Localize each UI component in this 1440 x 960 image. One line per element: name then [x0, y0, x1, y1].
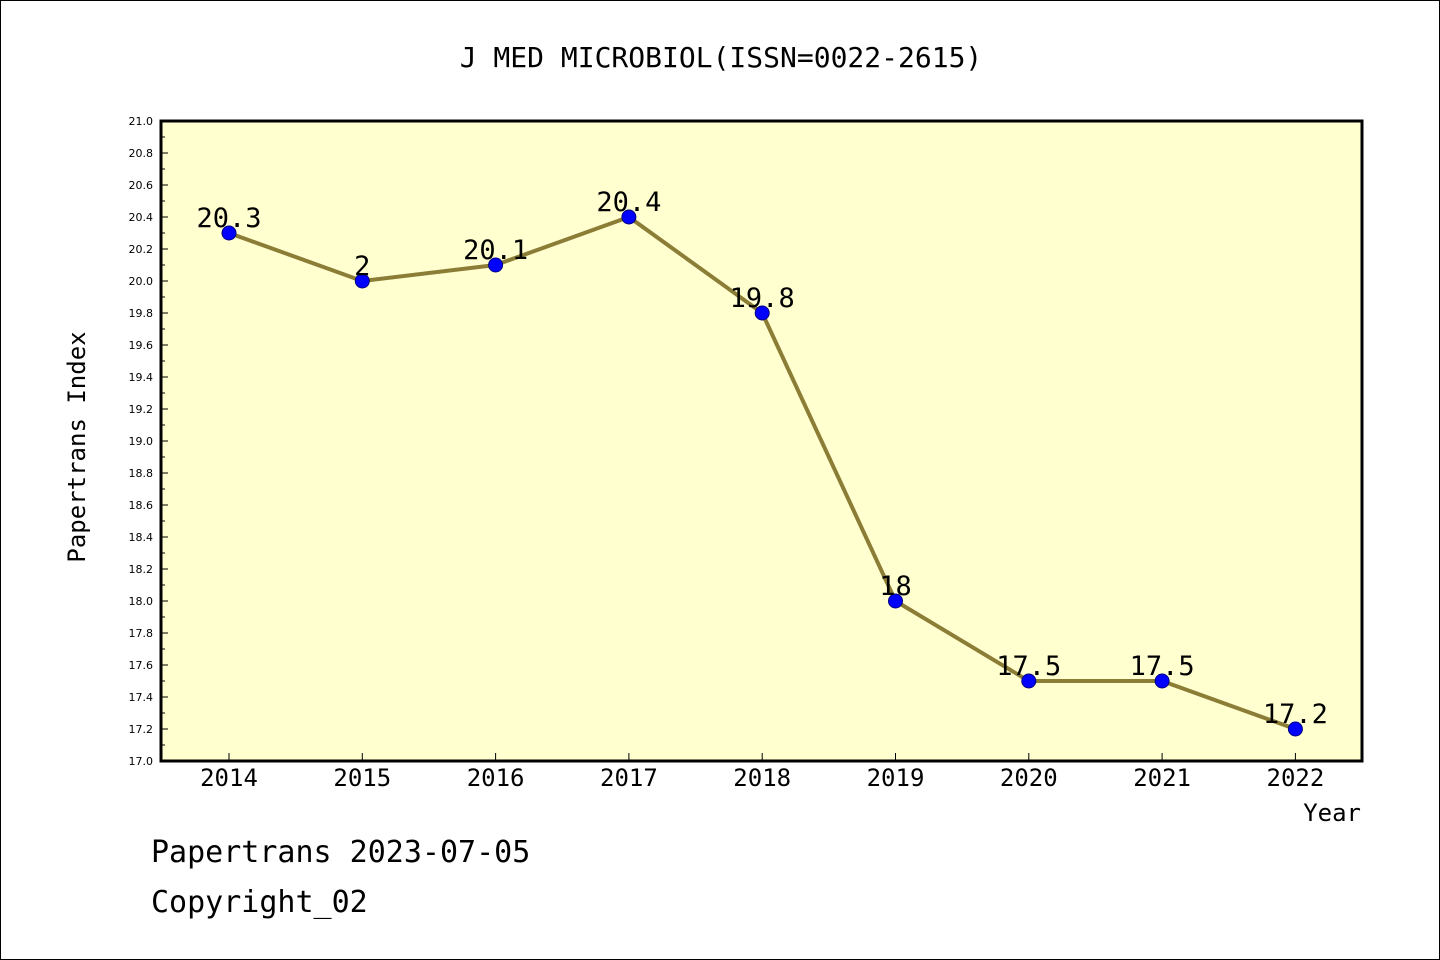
data-point [1287, 721, 1303, 737]
x-tick-label: 2021 [1133, 764, 1191, 792]
x-tick-label: 2022 [1267, 764, 1325, 792]
x-tick-label: 2018 [733, 764, 791, 792]
x-tick-label: 2019 [867, 764, 925, 792]
x-tick-label: 2015 [333, 764, 391, 792]
data-point [621, 209, 637, 225]
data-point [754, 305, 770, 321]
footer-copyright: Copyright_02 [151, 885, 368, 920]
y-tick-label: 17.0 [129, 755, 154, 768]
y-tick-label: 17.8 [129, 627, 154, 640]
y-tick-label: 20.6 [129, 179, 154, 192]
y-axis: 17.0 17.2 17.4 17.6 17.8 18.0 18.2 18.4 18.6 18.8… [129, 115, 168, 768]
y-tick-label: 19.4 [129, 371, 154, 384]
y-tick-label: 18.6 [129, 499, 154, 512]
x-tick-label: 2016 [467, 764, 525, 792]
data-labels: 20.3 2 20.1 20.4 19.8 18 17.5 17.5 17.2 [196, 187, 1327, 730]
data-label: 18 [879, 571, 912, 602]
y-tick-label: 17.4 [129, 691, 154, 704]
y-tick-label: 18.2 [129, 563, 154, 576]
plot-area [159, 119, 1364, 763]
footer-date: Papertrans 2023-07-05 [151, 835, 531, 870]
data-label: 2 [354, 251, 370, 282]
data-points [221, 209, 1303, 737]
y-tick-label: 17.2 [129, 723, 154, 736]
data-label: 20.3 [196, 203, 261, 234]
data-point [888, 593, 903, 609]
data-point [354, 273, 370, 289]
y-tick-label: 21.0 [129, 115, 154, 128]
data-point [488, 257, 504, 273]
y-tick-label: 18.4 [129, 531, 154, 544]
y-tick-label: 19.2 [129, 403, 154, 416]
data-point [221, 225, 237, 241]
data-label: 17.2 [1263, 699, 1328, 730]
y-tick-label: 19.8 [129, 307, 154, 320]
y-axis-title: Papertrans Index [63, 331, 91, 562]
y-tick-label: 19.0 [129, 435, 154, 448]
data-point [1154, 673, 1170, 689]
x-tick-label: 2020 [1000, 764, 1058, 792]
data-label: 20.1 [463, 235, 528, 266]
y-tick-label: 20.0 [129, 275, 154, 288]
y-tick-label: 20.8 [129, 147, 154, 160]
data-label: 19.8 [730, 283, 795, 314]
data-label: 20.4 [596, 187, 661, 218]
x-axis-title: Year [1303, 799, 1361, 827]
y-tick-label: 18.8 [129, 467, 154, 480]
y-tick-label: 19.6 [129, 339, 154, 352]
x-tick-label: 2017 [600, 764, 658, 792]
y-tick-label: 20.4 [129, 211, 154, 224]
y-tick-label: 20.2 [129, 243, 154, 256]
chart-title: J MED MICROBIOL(ISSN=0022-2615) [460, 41, 983, 74]
x-axis: 2014 2015 2016 2017 2018 2019 2020 2021 2022 [200, 753, 1324, 792]
data-label: 17.5 [996, 651, 1061, 682]
x-tick-label: 2014 [200, 764, 258, 792]
y-tick-label: 17.6 [129, 659, 154, 672]
data-point [1021, 673, 1037, 689]
y-tick-label: 18.0 [129, 595, 154, 608]
data-label: 17.5 [1130, 651, 1195, 682]
